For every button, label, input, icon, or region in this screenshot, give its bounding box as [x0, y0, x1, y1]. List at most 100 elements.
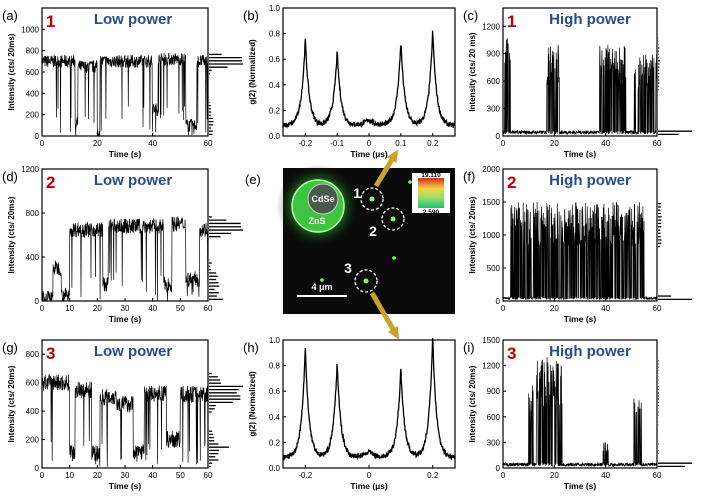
y-tick-label: 400	[26, 89, 40, 98]
emitter-circle	[360, 187, 384, 211]
power-label: High power	[549, 172, 631, 189]
particle-number: 1	[507, 12, 516, 31]
x-tick-label: 0.1	[395, 139, 407, 148]
emitter-label: 2	[369, 223, 377, 239]
panel-i: (i) 0 300 600 900 1200 1500 0 20 40 60 Time (s) Inte…	[463, 336, 692, 491]
particle-number: 3	[507, 344, 516, 363]
panel-letter: (d)	[2, 169, 18, 184]
series-line	[41, 216, 209, 302]
x-axis-label: Time (µs)	[350, 481, 388, 491]
x-tick-label: 50	[176, 471, 185, 480]
particle-number: 2	[507, 173, 516, 192]
x-tick-label: 40	[148, 139, 157, 148]
x-tick-label: 40	[601, 304, 610, 313]
panel-h: (h) 0.0 0.2 0.4 0.6 0.8 1.0 -0.2 0 0.2 Time (µs) g(…	[243, 336, 456, 491]
plot-frame	[282, 7, 456, 137]
x-tick-label: -0.2	[298, 139, 312, 148]
y-tick-label: 200	[26, 436, 40, 445]
y-tick-label: 200	[26, 111, 40, 120]
power-label: Low power	[94, 172, 172, 189]
zns-label: ZnS	[309, 216, 326, 226]
y-axis-label: Intensity (cts/ 20 ms)	[468, 32, 477, 111]
x-tick-label: 0	[367, 139, 372, 148]
x-tick-label: 40	[148, 304, 157, 313]
y-tick-label: 2000	[482, 165, 500, 174]
x-tick-label: 60	[653, 471, 662, 480]
x-tick-label: 40	[148, 471, 157, 480]
x-axis-label: Time (µs)	[350, 149, 388, 159]
y-tick-label: 500	[487, 264, 501, 273]
x-tick-label: 20	[93, 471, 102, 480]
emitter-spot	[390, 216, 396, 222]
panel-letter: (g)	[2, 340, 18, 355]
particle-number: 1	[46, 12, 55, 31]
series-line	[41, 52, 209, 137]
y-tick-label: 1200	[482, 362, 500, 371]
emitter-circle	[381, 207, 405, 231]
x-tick-label: 60	[204, 471, 213, 480]
y-tick-label: 1.0	[269, 336, 281, 345]
y-tick-label: 400	[26, 253, 40, 262]
panel-c: (c) 0 300 600 900 1200 0 20 40 60 Time (s) Intensit…	[463, 7, 692, 159]
x-tick-label: 10	[65, 304, 74, 313]
emitter-spot	[408, 180, 412, 184]
emitter-label: 1	[353, 185, 361, 201]
colorbar	[418, 178, 444, 208]
panel-d: (d) 0 400 800 1200 0 10 20 30 40 50 60 Time (s) Inten…	[2, 165, 243, 324]
x-tick-label: -0.1	[330, 139, 344, 148]
x-tick-label: 60	[204, 139, 213, 148]
panel-e: (e) CdSe ZnS 19.110 2.590 1 2 3 4 μm	[245, 164, 455, 314]
panel-letter: (a)	[2, 8, 18, 23]
series-line	[282, 30, 456, 129]
x-tick-label: 10	[65, 471, 74, 480]
y-tick-label: 0	[496, 132, 501, 141]
y-tick-label: 0.0	[269, 464, 281, 473]
x-axis-label: Time (s)	[564, 481, 597, 491]
x-tick-label: 0	[501, 304, 506, 313]
x-tick-label: 40	[601, 471, 610, 480]
colorbar-max: 19.110	[421, 172, 441, 179]
x-tick-label: 0.2	[427, 471, 439, 480]
cdse-label: CdSe	[311, 194, 334, 204]
y-tick-label: 0.4	[269, 81, 281, 90]
particle-number: 2	[46, 173, 55, 192]
x-axis-label: Time (s)	[564, 314, 597, 324]
y-tick-label: 800	[26, 350, 40, 359]
x-tick-label: 0	[40, 304, 45, 313]
x-axis-label: Time (s)	[564, 149, 597, 159]
panel-b: (b) 0.0 0.2 0.4 0.6 0.8 1.0 -0.2 -0.1 0 0.1 0.2 Time…	[243, 4, 456, 159]
x-tick-label: 60	[204, 304, 213, 313]
emitter-label: 3	[344, 260, 352, 276]
series-line	[502, 201, 658, 301]
panel-letter: (c)	[463, 8, 478, 23]
x-tick-label: -0.2	[298, 471, 312, 480]
y-tick-label: 300	[487, 438, 501, 447]
y-axis-label: Intensity (cts/ 20ms)	[7, 33, 16, 110]
emitter-circle	[354, 269, 378, 293]
y-axis-label: Intensity (cts/ 20ms)	[7, 365, 16, 442]
series-line	[502, 357, 658, 468]
y-tick-label: 0	[496, 297, 501, 306]
power-label: Low power	[94, 11, 172, 28]
y-tick-label: 800	[26, 47, 40, 56]
y-tick-label: 0.0	[269, 132, 281, 141]
y-tick-label: 600	[26, 379, 40, 388]
y-axis-label: Intensity (cts/ 20ms)	[468, 196, 477, 273]
y-axis-label: g(2) (Normalized)	[248, 39, 257, 105]
y-axis-label: Intensity (cts/ 20ms)	[7, 196, 16, 273]
y-tick-label: 1000	[482, 231, 500, 240]
x-tick-label: 60	[653, 139, 662, 148]
x-tick-label: 20	[93, 139, 102, 148]
x-tick-label: 20	[93, 304, 102, 313]
x-tick-label: 0	[501, 471, 506, 480]
y-tick-label: 0.2	[269, 106, 281, 115]
panel-a: (a) 0 200 400 600 800 1000 0 20 40 60 Time (s) Inten…	[2, 7, 243, 159]
y-tick-label: 600	[487, 77, 501, 86]
y-tick-label: 0.6	[269, 55, 281, 64]
x-tick-label: 30	[121, 304, 130, 313]
arrow-to-h	[369, 291, 400, 338]
emitter-spot	[320, 278, 324, 282]
panel-letter: (e)	[245, 172, 261, 187]
y-tick-label: 0.6	[269, 387, 281, 396]
plot-frame	[502, 339, 658, 469]
